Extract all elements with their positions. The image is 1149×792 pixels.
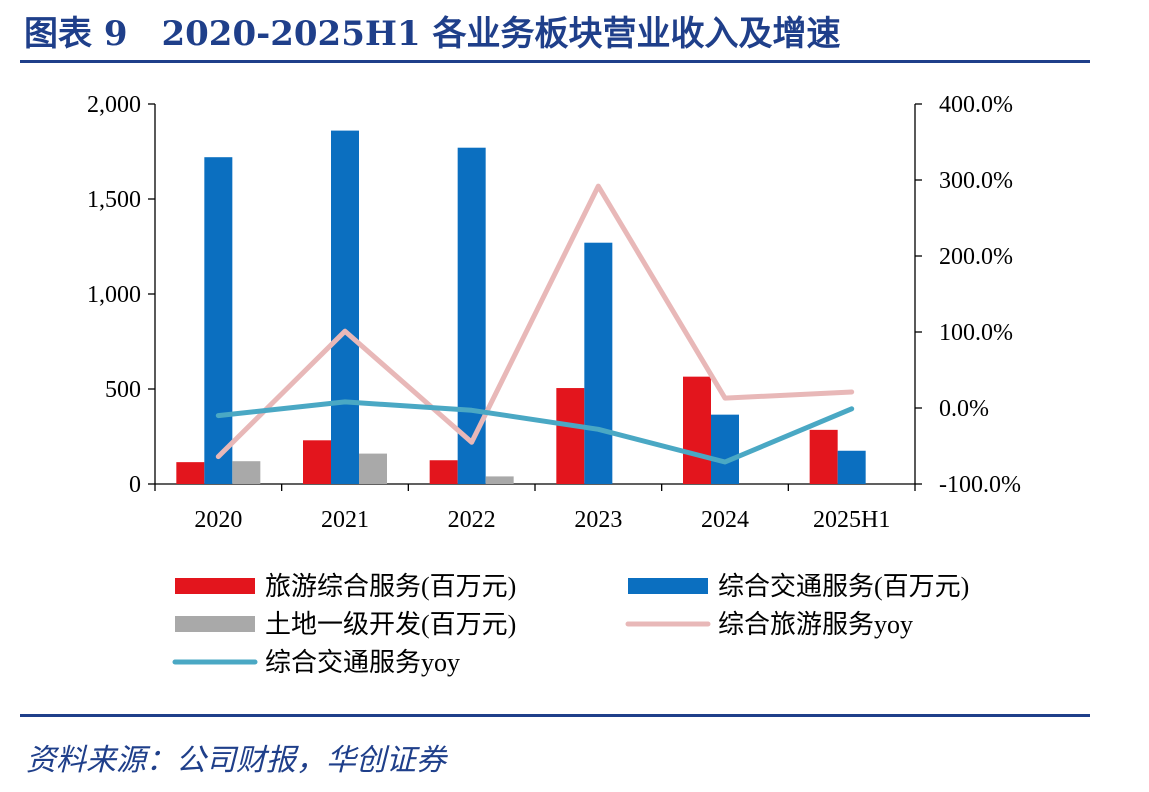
bar-tourism	[809, 429, 838, 484]
bar-tourism	[176, 462, 205, 484]
legend-swatch-land	[175, 616, 255, 632]
x-tick-label: 2023	[574, 507, 622, 533]
legend-label-transport_yoy: 综合交通服务yoy	[265, 648, 460, 677]
source-rule	[20, 714, 1090, 717]
y-right-tick-label: -100.0%	[939, 472, 1021, 498]
bar-tourism	[683, 376, 711, 484]
x-tick-label: 2020	[194, 507, 242, 533]
y-left-tick-label: 0	[129, 472, 141, 498]
bar-tourism	[556, 388, 585, 484]
line-tourism_yoy	[215, 183, 855, 460]
y-left-tick-label: 1,500	[87, 187, 141, 213]
figure-title: 图表 9 2020-2025H1 各业务板块营业收入及增速	[24, 14, 841, 54]
y-right-tick-label: 200.0%	[939, 244, 1013, 270]
bar-transport	[204, 157, 233, 484]
bar-transport	[837, 450, 866, 484]
bar-tourism	[303, 440, 331, 484]
y-right-tick-label: 100.0%	[939, 320, 1013, 346]
line-transport_yoy	[215, 399, 855, 465]
legend-swatch-transport	[628, 578, 708, 594]
y-left-tick-label: 1,000	[87, 282, 141, 308]
x-tick-label: 2024	[701, 507, 749, 533]
y-right-tick-label: 400.0%	[939, 92, 1013, 118]
legend-label-tourism: 旅游综合服务(百万元)	[265, 572, 516, 601]
title-rule	[20, 60, 1090, 63]
source-note: 资料来源：公司财报，华创证券	[26, 743, 446, 778]
bar-tourism	[429, 460, 458, 484]
x-tick-label: 2025H1	[813, 507, 890, 533]
combo-chart: 0 500 1,000 1,500 2,000 -100.0% 0.0% 100.0% 200.…	[87, 92, 1021, 677]
bar-transport	[331, 130, 359, 484]
x-tick-label: 2021	[321, 507, 369, 533]
y-left-tick-label: 2,000	[87, 92, 141, 118]
bar-transport	[584, 242, 613, 484]
legend-label-transport: 综合交通服务(百万元)	[718, 572, 969, 601]
bar-land	[485, 476, 514, 484]
bar-transport	[711, 414, 739, 484]
x-tick-label: 2022	[448, 507, 496, 533]
bar-land	[232, 461, 261, 484]
legend-label-land: 土地一级开发(百万元)	[265, 610, 516, 639]
y-left-tick-label: 500	[105, 377, 141, 403]
y-right-tick-label: 0.0%	[939, 396, 989, 422]
legend-label-tourism_yoy: 综合旅游服务yoy	[718, 610, 913, 639]
bar-land	[359, 453, 387, 484]
legend-swatch-tourism	[175, 578, 255, 594]
y-right-tick-label: 300.0%	[939, 168, 1013, 194]
